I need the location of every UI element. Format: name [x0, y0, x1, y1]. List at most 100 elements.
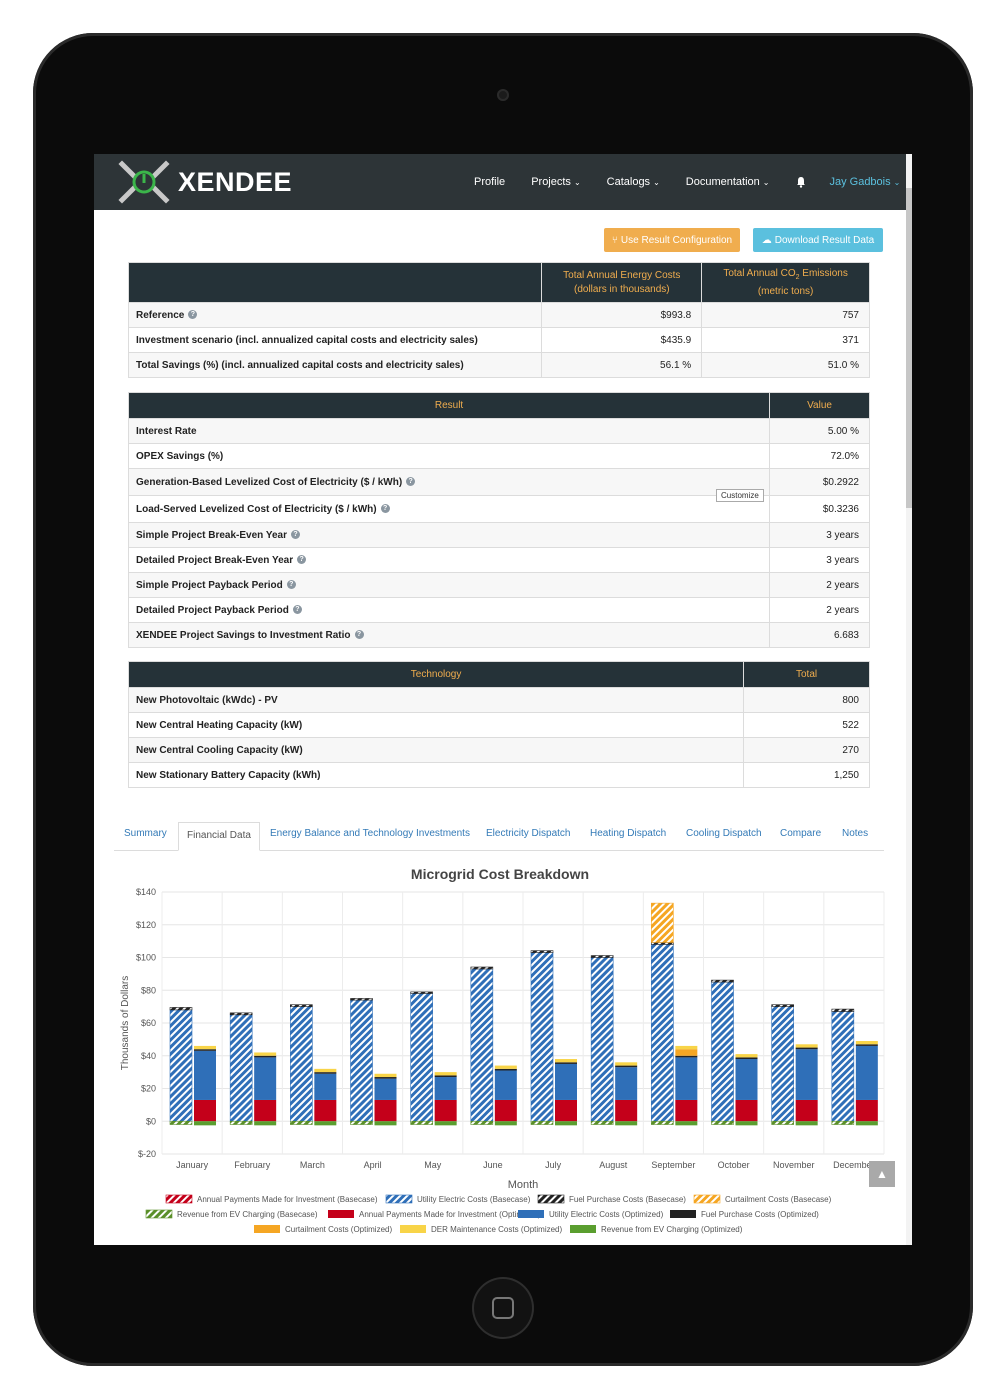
- help-icon[interactable]: ?: [354, 630, 364, 640]
- help-icon[interactable]: ?: [406, 477, 416, 487]
- bar-segment[interactable]: [855, 1045, 878, 1100]
- help-icon[interactable]: ?: [286, 580, 296, 590]
- bar-segment[interactable]: [590, 1120, 614, 1125]
- bar-segment[interactable]: [314, 1121, 337, 1126]
- home-button[interactable]: [472, 1277, 534, 1339]
- bar-segment[interactable]: [254, 1057, 277, 1100]
- legend-swatch[interactable]: [537, 1194, 565, 1204]
- tab-cooling-dispatch[interactable]: Cooling Dispatch: [686, 828, 762, 839]
- bar-segment[interactable]: [434, 1075, 457, 1078]
- bar-segment[interactable]: [290, 1120, 313, 1125]
- bar-segment[interactable]: [494, 1070, 517, 1100]
- bar-segment[interactable]: [374, 1077, 397, 1079]
- bar-segment[interactable]: [374, 1073, 397, 1078]
- legend-item-label[interactable]: Fuel Purchase Costs (Optimized): [701, 1210, 819, 1219]
- download-result-data-button[interactable]: ☁ Download Result Data: [753, 228, 883, 252]
- bar-segment[interactable]: [494, 1099, 517, 1122]
- tab-electricity-dispatch[interactable]: Electricity Dispatch: [486, 828, 571, 839]
- tab-notes[interactable]: Notes: [842, 828, 869, 839]
- bar-segment[interactable]: [615, 1065, 638, 1068]
- bar-segment[interactable]: [314, 1099, 337, 1122]
- legend-swatch[interactable]: [518, 1210, 544, 1218]
- bar-segment[interactable]: [530, 952, 554, 1122]
- legend-item-label[interactable]: Annual Payments Made for Investment (Bas…: [197, 1195, 378, 1204]
- bar-segment[interactable]: [675, 1099, 698, 1122]
- bar-segment[interactable]: [651, 1120, 674, 1125]
- bar-segment[interactable]: [675, 1055, 698, 1058]
- legend-item-label[interactable]: Annual Payments Made for Investment (Opt…: [359, 1210, 541, 1219]
- bar-segment[interactable]: [615, 1099, 638, 1122]
- bar-segment[interactable]: [711, 979, 734, 983]
- legend-swatch[interactable]: [254, 1225, 280, 1233]
- tab-heating-dispatch[interactable]: Heating Dispatch: [590, 828, 667, 839]
- bar-segment[interactable]: [735, 1054, 758, 1058]
- bar-segment[interactable]: [194, 1049, 216, 1051]
- bar-segment[interactable]: [254, 1099, 277, 1122]
- bar-segment[interactable]: [169, 1009, 193, 1122]
- tab-summary[interactable]: Summary: [124, 828, 167, 839]
- bar-segment[interactable]: [314, 1068, 337, 1073]
- bar-segment[interactable]: [410, 993, 433, 1122]
- use-result-configuration-button[interactable]: ⑂ Use Result Configuration: [604, 228, 740, 252]
- bar-segment[interactable]: [855, 1044, 878, 1046]
- bar-segment[interactable]: [795, 1047, 818, 1050]
- legend-swatch[interactable]: [145, 1209, 173, 1219]
- bar-segment[interactable]: [675, 1121, 698, 1126]
- bar-segment[interactable]: [314, 1073, 337, 1100]
- bar-segment[interactable]: [795, 1049, 818, 1100]
- bar-segment[interactable]: [494, 1121, 517, 1126]
- legend-item-label[interactable]: Revenue from EV Charging (Optimized): [601, 1225, 743, 1234]
- legend-item-label[interactable]: Revenue from EV Charging (Basecase): [177, 1210, 318, 1219]
- bar-segment[interactable]: [374, 1078, 397, 1100]
- legend-swatch[interactable]: [385, 1194, 413, 1204]
- help-icon[interactable]: ?: [291, 530, 301, 540]
- bar-segment[interactable]: [229, 1014, 253, 1122]
- legend-item-label[interactable]: Utility Electric Costs (Basecase): [417, 1195, 531, 1204]
- tab-energy-balance[interactable]: Energy Balance and Technology Investment…: [270, 828, 470, 839]
- bar-segment[interactable]: [555, 1062, 577, 1064]
- legend-swatch[interactable]: [165, 1194, 193, 1204]
- bar-segment[interactable]: [555, 1063, 577, 1100]
- legend-item-label[interactable]: DER Maintenance Costs (Optimized): [431, 1225, 562, 1234]
- legend-swatch[interactable]: [693, 1194, 721, 1204]
- nav-documentation[interactable]: Documentation ⌄: [686, 176, 770, 188]
- bar-segment[interactable]: [290, 1006, 313, 1122]
- bar-segment[interactable]: [735, 1099, 758, 1122]
- bar-segment[interactable]: [615, 1067, 638, 1100]
- bar-segment[interactable]: [651, 902, 674, 943]
- bar-segment[interactable]: [795, 1099, 818, 1122]
- bar-segment[interactable]: [254, 1055, 277, 1058]
- bar-segment[interactable]: [855, 1099, 878, 1122]
- bar-segment[interactable]: [434, 1072, 457, 1076]
- bar-segment[interactable]: [530, 1120, 554, 1125]
- tab-financial-data[interactable]: Financial Data: [178, 822, 260, 851]
- legend-item-label[interactable]: Curtailment Costs (Optimized): [285, 1225, 392, 1234]
- bar-segment[interactable]: [855, 1121, 878, 1126]
- bar-segment[interactable]: [410, 991, 433, 994]
- legend-swatch[interactable]: [328, 1210, 354, 1218]
- nav-profile[interactable]: Profile: [474, 176, 505, 188]
- bar-segment[interactable]: [229, 1012, 253, 1016]
- bar-segment[interactable]: [615, 1121, 638, 1126]
- nav-projects[interactable]: Projects ⌄: [531, 176, 580, 188]
- legend-swatch[interactable]: [570, 1225, 596, 1233]
- bar-segment[interactable]: [194, 1121, 216, 1126]
- bar-segment[interactable]: [254, 1052, 277, 1056]
- bar-segment[interactable]: [494, 1065, 517, 1069]
- xendee-logo[interactable]: XENDEE: [114, 160, 292, 204]
- bar-segment[interactable]: [470, 966, 494, 970]
- bar-segment[interactable]: [434, 1121, 457, 1126]
- bar-segment[interactable]: [771, 1120, 794, 1125]
- bar-segment[interactable]: [735, 1059, 758, 1100]
- bar-segment[interactable]: [675, 1045, 698, 1050]
- bar-segment[interactable]: [374, 1121, 397, 1126]
- bar-segment[interactable]: [374, 1099, 397, 1122]
- bar-segment[interactable]: [530, 950, 554, 953]
- legend-swatch[interactable]: [400, 1225, 426, 1233]
- bar-segment[interactable]: [350, 999, 373, 1122]
- bar-segment[interactable]: [194, 1045, 216, 1050]
- bar-segment[interactable]: [169, 1120, 193, 1125]
- bar-segment[interactable]: [831, 1011, 855, 1122]
- bar-segment[interactable]: [795, 1044, 818, 1048]
- bar-segment[interactable]: [434, 1077, 457, 1100]
